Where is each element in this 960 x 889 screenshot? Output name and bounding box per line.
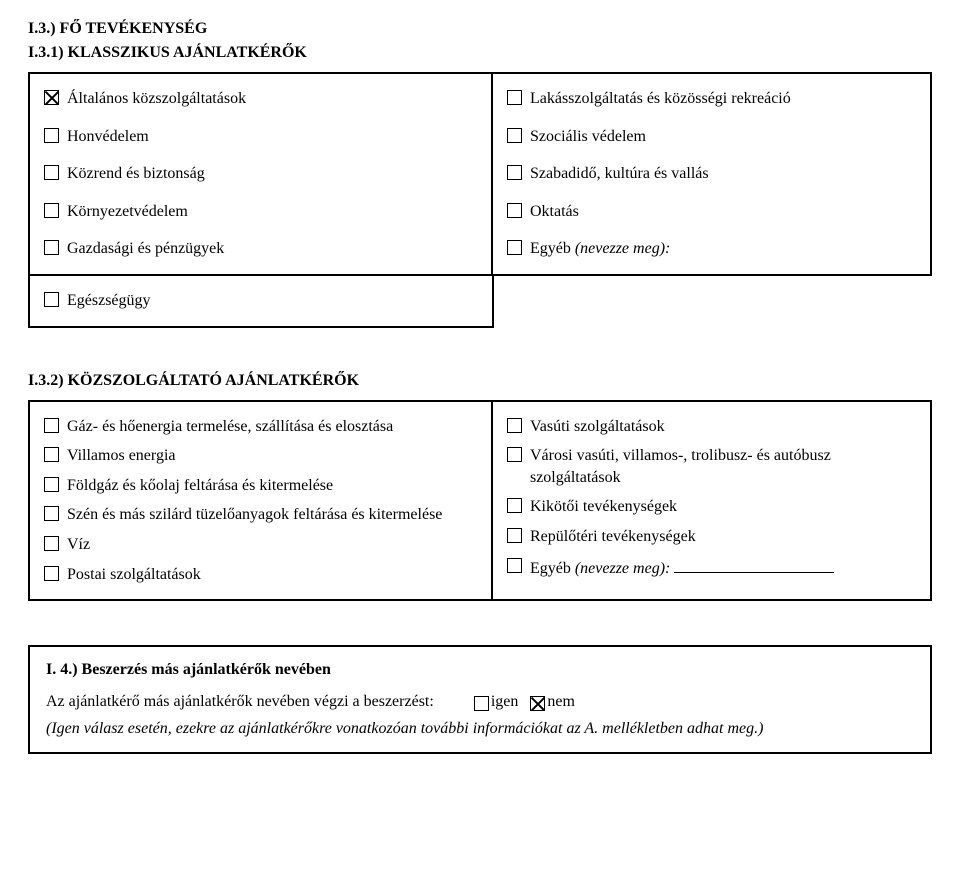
checkbox-label: Repülőtéri tevékenységek — [530, 526, 696, 548]
checkbox-label: Honvédelem — [67, 126, 149, 148]
checkbox-row: Közrend és biztonság — [44, 163, 475, 185]
classic-left-column: Általános közszolgáltatások Honvédelem Köz… — [28, 72, 493, 276]
checkbox-row: Honvédelem — [44, 126, 475, 148]
checkbox-egeszsegugy[interactable] — [44, 292, 59, 307]
classic-right-column: Lakásszolgáltatás és közösségi rekreáció… — [493, 72, 932, 276]
label-no: nem — [547, 693, 575, 711]
checkbox[interactable] — [44, 90, 59, 105]
checkbox-row: Kikötői tevékenységek — [507, 496, 914, 518]
checkbox[interactable] — [44, 566, 59, 581]
checkbox[interactable] — [507, 528, 522, 543]
checkbox[interactable] — [44, 447, 59, 462]
checkbox-row: Egyéb (nevezze meg): — [507, 238, 914, 260]
checkbox-label: Általános közszolgáltatások — [67, 88, 246, 110]
checkbox-row: Villamos energia — [44, 445, 475, 467]
checkbox[interactable] — [507, 418, 522, 433]
checkbox[interactable] — [44, 240, 59, 255]
checkbox-row: Egyéb (nevezze meg): — [507, 556, 914, 580]
checkbox-row-egeszsegugy: Egészségügy — [44, 290, 476, 312]
checkbox[interactable] — [507, 90, 522, 105]
checkbox-row: Szabadidő, kultúra és vallás — [507, 163, 914, 185]
section-heading-i31: I.3.1) KLASSZIKUS AJÁNLATKÉRŐK — [28, 44, 932, 62]
checkbox[interactable] — [507, 240, 522, 255]
checkbox-row: Vasúti szolgáltatások — [507, 416, 914, 438]
checkbox-row: Szén és más szilárd tüzelőanyagok feltár… — [44, 504, 475, 526]
service-left-column: Gáz- és hőenergia termelése, szállítása … — [28, 400, 493, 602]
service-contractors-box: Gáz- és hőenergia termelése, szállítása … — [28, 400, 932, 602]
section-heading-i4: I. 4.) Beszerzés más ajánlatkérők nevébe… — [46, 661, 914, 679]
classic-contractors-box: Általános közszolgáltatások Honvédelem Köz… — [28, 72, 932, 276]
checkbox-label: Városi vasúti, villamos-, trolibusz- és … — [530, 445, 914, 488]
checkbox-label: Egyéb (nevezze meg): — [530, 238, 670, 260]
checkbox-row: Lakásszolgáltatás és közösségi rekreáció — [507, 88, 914, 110]
checkbox[interactable] — [507, 203, 522, 218]
checkbox[interactable] — [44, 477, 59, 492]
i4-no-option: nem — [530, 693, 575, 711]
checkbox-label: Oktatás — [530, 201, 579, 223]
checkbox-label: Vasúti szolgáltatások — [530, 416, 665, 438]
checkbox[interactable] — [44, 203, 59, 218]
label-yes: igen — [491, 693, 519, 711]
checkbox-row: Postai szolgáltatások — [44, 564, 475, 586]
checkbox[interactable] — [507, 165, 522, 180]
checkbox[interactable] — [44, 418, 59, 433]
section-heading-i32: I.3.2) KÖZSZOLGÁLTATÓ AJÁNLATKÉRŐK — [28, 372, 932, 390]
checkbox-row: Szociális védelem — [507, 126, 914, 148]
checkbox-label: Villamos energia — [67, 445, 176, 467]
checkbox-row: Környezetvédelem — [44, 201, 475, 223]
i4-yes-option: igen — [474, 693, 519, 711]
label-egeszsegugy: Egészségügy — [67, 290, 151, 312]
service-right-column: Vasúti szolgáltatások Városi vasúti, vill… — [493, 400, 932, 602]
section-heading-i3: I.3.) FŐ TEVÉKENYSÉG — [28, 20, 932, 38]
checkbox[interactable] — [44, 506, 59, 521]
checkbox-label: Közrend és biztonság — [67, 163, 205, 185]
checkbox-no[interactable] — [530, 696, 545, 711]
i4-question-text: Az ajánlatkérő más ajánlatkérők nevében … — [46, 693, 434, 711]
checkbox-label: Víz — [67, 534, 90, 556]
checkbox[interactable] — [44, 536, 59, 551]
checkbox-label: Gáz- és hőenergia termelése, szállítása … — [67, 416, 393, 438]
checkbox-row: Általános közszolgáltatások — [44, 88, 475, 110]
checkbox-label: Egyéb (nevezze meg): — [530, 556, 834, 580]
checkbox-label: Lakásszolgáltatás és közösségi rekreáció — [530, 88, 791, 110]
checkbox-row: Gáz- és hőenergia termelése, szállítása … — [44, 416, 475, 438]
i4-note: (Igen válasz esetén, ezekre az ajánlatké… — [46, 720, 914, 738]
section-i4-box: I. 4.) Beszerzés más ajánlatkérők nevébe… — [28, 645, 932, 754]
checkbox-label: Szabadidő, kultúra és vallás — [530, 163, 709, 185]
checkbox-label: Szén és más szilárd tüzelőanyagok feltár… — [67, 504, 442, 526]
checkbox-label: Földgáz és kőolaj feltárása és kitermelé… — [67, 475, 333, 497]
checkbox-label: Kikötői tevékenységek — [530, 496, 677, 518]
classic-below-box: Egészségügy — [28, 276, 494, 328]
checkbox[interactable] — [507, 128, 522, 143]
checkbox[interactable] — [507, 558, 522, 573]
checkbox[interactable] — [44, 165, 59, 180]
checkbox-row: Víz — [44, 534, 475, 556]
blank-input-line[interactable] — [674, 556, 834, 573]
checkbox-label: Gazdasági és pénzügyek — [67, 238, 224, 260]
checkbox[interactable] — [507, 447, 522, 462]
checkbox-row: Városi vasúti, villamos-, trolibusz- és … — [507, 445, 914, 488]
checkbox-label: Postai szolgáltatások — [67, 564, 201, 586]
checkbox[interactable] — [44, 128, 59, 143]
checkbox-label: Szociális védelem — [530, 126, 646, 148]
checkbox-row: Oktatás — [507, 201, 914, 223]
checkbox-yes[interactable] — [474, 696, 489, 711]
checkbox-row: Gazdasági és pénzügyek — [44, 238, 475, 260]
checkbox-row: Repülőtéri tevékenységek — [507, 526, 914, 548]
checkbox-label: Környezetvédelem — [67, 201, 188, 223]
checkbox[interactable] — [507, 498, 522, 513]
checkbox-row: Földgáz és kőolaj feltárása és kitermelé… — [44, 475, 475, 497]
